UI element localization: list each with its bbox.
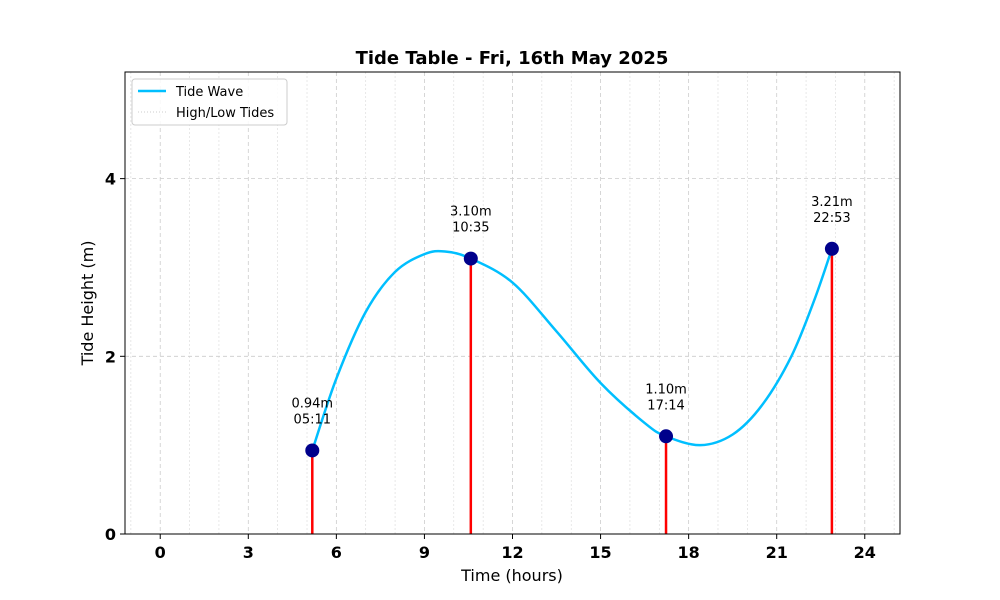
x-axis-ticks: 0 3 6 9 12 15 18 21 24 <box>155 534 876 562</box>
tide-marker <box>305 443 320 458</box>
y-tick-label: 4 <box>105 170 116 189</box>
tide-height-label: 3.21m <box>811 195 853 210</box>
y-tick-label: 0 <box>105 525 116 544</box>
x-tick-label: 24 <box>854 543 876 562</box>
tide-marker <box>463 251 478 266</box>
x-tick-label: 3 <box>243 543 254 562</box>
major-grid <box>125 72 900 535</box>
legend-box <box>131 78 288 126</box>
x-tick-label: 9 <box>419 543 430 562</box>
legend: Tide Wave High/Low Tides <box>131 78 288 126</box>
tide-time-label: 22:53 <box>813 211 850 226</box>
tide-height-label: 1.10m <box>645 382 687 397</box>
y-tick-label: 2 <box>105 347 116 366</box>
tide-time-label: 10:35 <box>452 221 489 236</box>
x-tick-label: 18 <box>678 543 700 562</box>
legend-label-high-low-tides: High/Low Tides <box>176 106 274 121</box>
tide-time-label: 05:11 <box>294 412 331 427</box>
x-axis-label: Time (hours) <box>460 566 563 585</box>
y-axis-label: Tide Height (m) <box>78 241 97 367</box>
x-tick-label: 15 <box>589 543 611 562</box>
tide-markers <box>305 241 839 458</box>
tide-time-label: 17:14 <box>647 398 684 413</box>
tide-marker <box>824 241 839 256</box>
x-tick-label: 6 <box>331 543 342 562</box>
x-tick-label: 0 <box>155 543 166 562</box>
y-axis-ticks: 0 2 4 <box>105 170 125 544</box>
tide-wave-line <box>311 248 834 451</box>
x-tick-label: 21 <box>766 543 788 562</box>
x-tick-label: 12 <box>501 543 523 562</box>
tide-height-label: 0.94m <box>291 396 333 411</box>
tide-stems <box>311 248 834 534</box>
minor-grid <box>130 72 895 534</box>
chart-title: Tide Table - Fri, 16th May 2025 <box>356 48 669 69</box>
legend-label-tide-wave: Tide Wave <box>175 85 243 100</box>
tide-height-label: 3.10m <box>450 205 492 220</box>
tide-marker <box>659 429 674 444</box>
